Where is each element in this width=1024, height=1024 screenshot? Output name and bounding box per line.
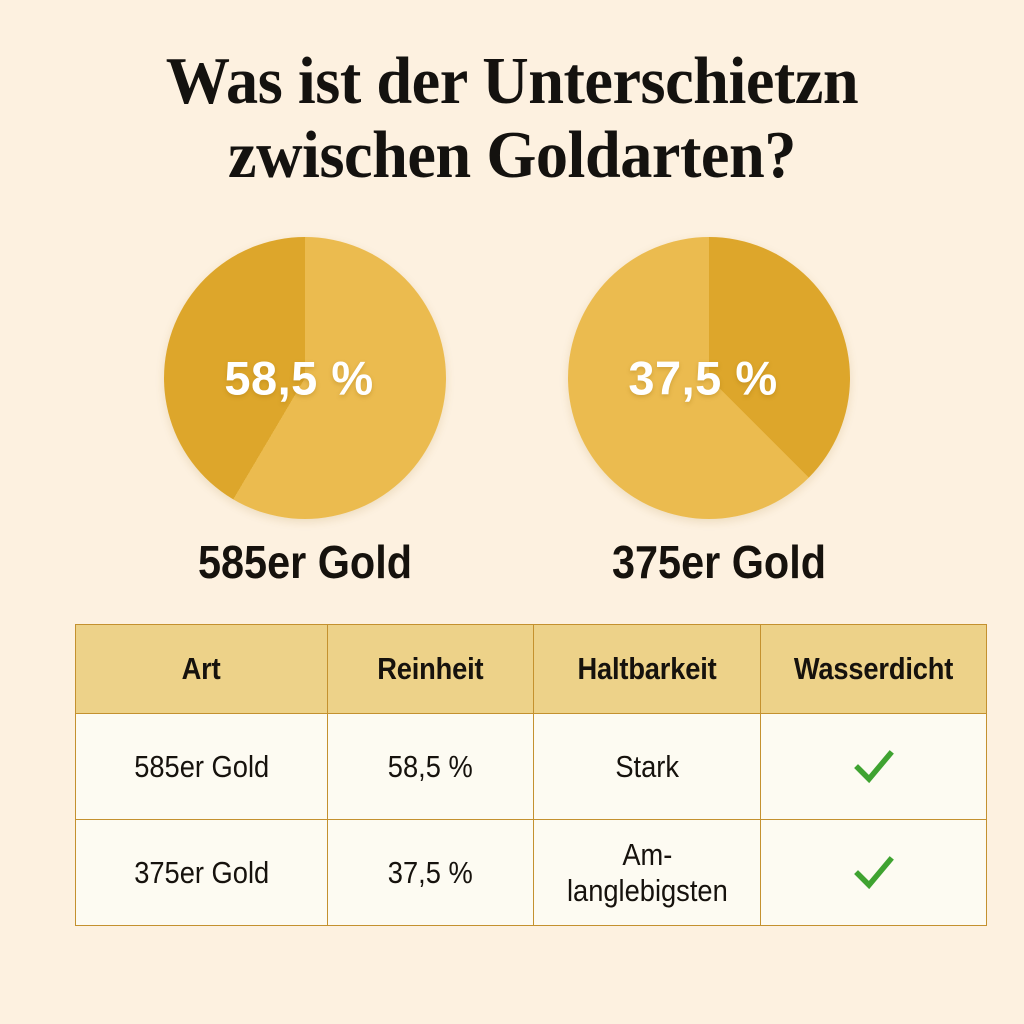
cell-reinheit: 58,5 % bbox=[327, 713, 534, 820]
cell-wasserdicht bbox=[760, 819, 987, 926]
cell-haltbarkeit: Am- langlebigsten bbox=[533, 819, 761, 926]
column-header-haltbarkeit: Haltbarkeit bbox=[533, 624, 761, 714]
cell-art: 585er Gold bbox=[75, 713, 328, 820]
cell-reinheit: 37,5 % bbox=[327, 819, 534, 926]
pie-caption-585er: 585er Gold bbox=[197, 536, 413, 588]
pie-slices-585er bbox=[164, 237, 446, 519]
table-row: 585er Gold 58,5 % Stark bbox=[75, 713, 987, 820]
cell-art: 375er Gold bbox=[75, 819, 328, 926]
column-header-art: Art bbox=[75, 624, 328, 714]
pie-caption-375er: 375er Gold bbox=[611, 536, 827, 588]
pie-center-label-585er: 58,5 % bbox=[224, 351, 374, 405]
title-line-1: Was ist der Unterschietzn bbox=[165, 44, 859, 118]
cell-wasserdicht bbox=[760, 713, 987, 820]
column-header-reinheit: Reinheit bbox=[327, 624, 534, 714]
comparison-table: Art Reinheit Haltbarkeit Wasserdicht 585… bbox=[75, 624, 987, 926]
table-row: 375er Gold 37,5 % Am- langlebigsten bbox=[75, 819, 987, 926]
pie-center-label-375er: 37,5 % bbox=[628, 351, 778, 405]
check-icon bbox=[852, 745, 896, 789]
pie-chart-585er: 58,5 % bbox=[164, 237, 446, 519]
pie-captions: 585er Gold 375er Gold bbox=[0, 533, 1024, 597]
pie-slices-375er bbox=[568, 237, 850, 519]
cell-haltbarkeit: Stark bbox=[533, 713, 761, 820]
pie-chart-group: 58,5 % 37,5 % bbox=[0, 237, 1024, 527]
pie-chart-375er: 37,5 % bbox=[568, 237, 850, 519]
check-icon bbox=[852, 851, 896, 895]
table-header-row: Art Reinheit Haltbarkeit Wasserdicht bbox=[75, 624, 987, 714]
title-line-2: zwischen Goldarten? bbox=[228, 118, 796, 192]
page-title: Was ist der Unterschietzn zwischen Golda… bbox=[0, 44, 1024, 192]
column-header-wasserdicht: Wasserdicht bbox=[760, 624, 987, 714]
